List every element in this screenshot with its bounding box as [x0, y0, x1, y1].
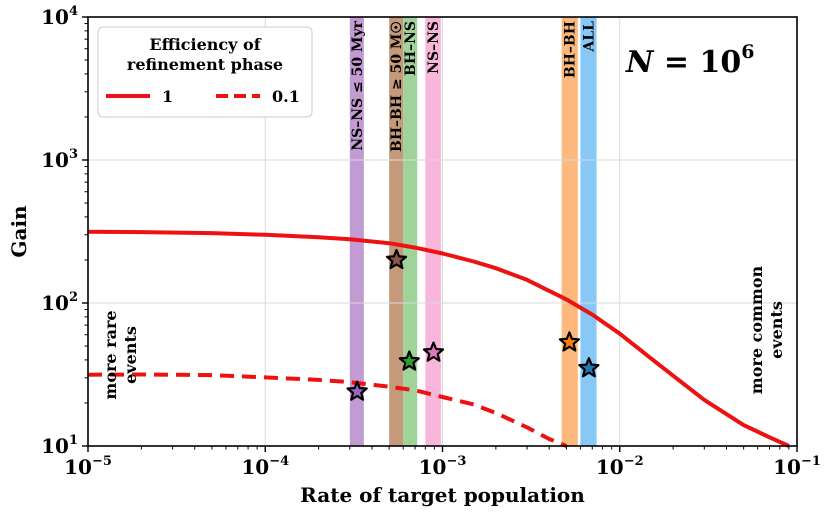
population-size-annotation: N = 106 [625, 41, 754, 80]
population-size-n: N [625, 45, 655, 80]
band-label-3: NS–NS [426, 21, 442, 74]
y-tick-label-3-base: 10 [41, 5, 69, 29]
y-tick-label-0: 101 [41, 433, 78, 458]
note-more-common-line-1: events [767, 301, 786, 359]
axis-titles-layer: Rate of target population Gain [7, 205, 585, 507]
x-tick-label-0-base: 10 [64, 455, 92, 479]
x-tick-label-1-base: 10 [241, 455, 269, 479]
x-tick-label-0-exp: −5 [92, 454, 112, 469]
population-size-exp: 6 [741, 41, 754, 63]
x-tick-label-1-exp: −4 [269, 454, 289, 469]
band-3 [425, 17, 441, 446]
y-axis-title: Gain [7, 205, 31, 258]
band-0 [349, 17, 364, 446]
x-tick-label-3: 10−2 [596, 454, 644, 479]
star-marker-3 [422, 341, 445, 362]
note-more-rare-line-1: events [121, 326, 140, 384]
legend-title-line-0: Efficiency of [149, 35, 261, 54]
x-axis-title: Rate of target population [300, 483, 585, 507]
y-tick-label-2-base: 10 [41, 148, 69, 172]
band-label-2: BH–NS [403, 21, 419, 76]
y-tick-label-2-exp: 3 [69, 147, 78, 162]
y-tick-label-2: 103 [41, 147, 78, 172]
note-more-common-line-0: more common [747, 265, 766, 394]
star-marker-4 [558, 331, 581, 352]
x-tick-label-4-base: 10 [773, 455, 801, 479]
x-tick-label-2-base: 10 [419, 455, 447, 479]
band-2 [403, 17, 418, 446]
y-tick-label-0-exp: 1 [69, 433, 78, 448]
x-tick-label-2-exp: −3 [446, 454, 466, 469]
series-line-1 [87, 372, 568, 448]
star-marker-1 [385, 248, 408, 270]
population-size-eq: = [653, 45, 699, 80]
band-5 [580, 17, 597, 446]
x-tick-label-2: 10−3 [419, 454, 467, 479]
x-tick-label-0: 10−5 [64, 454, 112, 479]
y-tick-label-3: 104 [41, 4, 78, 29]
legend-title-line-1: refinement phase [127, 55, 283, 74]
y-tick-label-3-exp: 4 [69, 4, 78, 19]
x-tick-label-4: 10−1 [773, 454, 821, 479]
bands-layer [349, 17, 597, 446]
population-size-base: 10 [699, 45, 741, 80]
legend-label-0: 1 [162, 87, 173, 106]
legend-label-1: 0.1 [272, 87, 300, 106]
x-tick-label-4-exp: −1 [801, 454, 821, 469]
x-tick-label-3-exp: −2 [624, 454, 644, 469]
band-label-5: ALL [581, 21, 597, 53]
series-line-0 [87, 229, 790, 448]
y-tick-label-0-base: 10 [41, 434, 69, 458]
note-more-rare-line-0: more rare [101, 310, 120, 399]
band-label-0: NS–NS ≤ 50 Myr [350, 20, 366, 150]
y-tick-label-1: 102 [41, 290, 78, 315]
x-tick-label-3-base: 10 [596, 455, 624, 479]
band-label-4: BH–BH [563, 21, 579, 78]
y-tick-label-1-exp: 2 [69, 290, 78, 305]
star-marker-5 [578, 357, 600, 378]
band-labels-layer: NS–NS ≤ 50 Myr BH–BH ≥ 50 M☉BH–NS NS–NS BH–… [350, 20, 598, 152]
y-tick-label-1-base: 10 [41, 291, 69, 315]
markers-layer [346, 248, 600, 401]
series-layer [87, 229, 790, 448]
star-marker-2 [398, 350, 420, 371]
band-4 [561, 17, 578, 446]
x-tick-label-1: 10−4 [241, 454, 289, 479]
band-1 [389, 17, 404, 446]
star-marker-0 [346, 380, 368, 401]
band-label-1: BH–BH ≥ 50 M☉ [389, 21, 405, 152]
